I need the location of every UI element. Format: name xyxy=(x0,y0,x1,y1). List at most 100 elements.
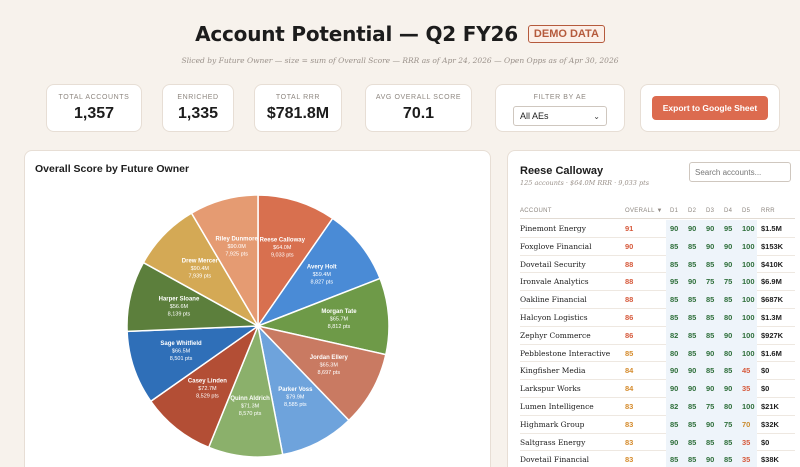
table-row[interactable]: Dovetail Financial 83 85 85 90 85 35 $38K xyxy=(520,451,795,467)
dimension-score: 90 xyxy=(724,259,733,269)
table-row[interactable]: Oakline Financial 88 85 85 85 85 100 $687K xyxy=(520,291,795,309)
pie-slice[interactable] xyxy=(255,324,387,422)
rrr-value: $0 xyxy=(761,384,770,394)
stat-label: ENRICHED xyxy=(177,94,219,101)
column-header: D3 xyxy=(706,208,715,214)
slice-label-pts: 7,925 pts xyxy=(225,252,248,258)
dimension-score: 35 xyxy=(742,437,751,447)
rrr-value: $1.6M xyxy=(761,348,782,358)
dimension-score: 90 xyxy=(706,419,715,429)
account-name[interactable]: Highmark Group xyxy=(520,419,585,429)
page-header: Account Potential — Q2 FY26 DEMO DATA Sl… xyxy=(0,22,800,65)
slice-label-pts: 8,570 pts xyxy=(239,411,262,417)
dimension-score: 85 xyxy=(706,330,715,340)
dimension-score: 90 xyxy=(670,384,679,394)
slice-label-name: Casey Linden xyxy=(188,379,227,385)
dimension-score: 100 xyxy=(742,277,755,287)
dimension-score: 85 xyxy=(724,455,733,465)
selected-owner-name: Reese Calloway xyxy=(520,165,604,177)
dimension-score: 90 xyxy=(670,437,679,447)
overall-score: 83 xyxy=(625,437,634,447)
dimension-columns-shading xyxy=(666,326,757,345)
table-row[interactable]: Lumen Intelligence 83 82 85 75 80 100 $21K xyxy=(520,398,795,416)
table-row[interactable]: Zephyr Commerce 86 82 85 85 90 100 $927K xyxy=(520,326,795,345)
table-row[interactable]: Ironvale Analytics 88 95 90 75 75 100 $6.9M xyxy=(520,273,795,292)
dimension-score: 45 xyxy=(742,366,751,376)
account-name[interactable]: Pinemont Energy xyxy=(520,224,586,233)
account-name[interactable]: Foxglove Financial xyxy=(520,241,592,251)
table-row[interactable]: Larkspur Works 84 90 90 90 90 35 $0 xyxy=(520,380,795,398)
dimension-score: 70 xyxy=(742,419,751,429)
account-name[interactable]: Dovetail Financial xyxy=(520,455,590,465)
dimension-score: 85 xyxy=(670,295,679,305)
pie-slice[interactable] xyxy=(255,277,390,356)
chart-card: Overall Score by Future Owner Reese Call… xyxy=(24,150,491,467)
account-name[interactable]: Kingfisher Media xyxy=(520,366,586,376)
slice-label-rrr: $59.4M xyxy=(313,272,332,278)
slice-label-pts: 7,939 pts xyxy=(188,273,211,279)
table-row[interactable]: Pebblestone Interactive 85 80 85 90 80 100 $1.6… xyxy=(520,344,795,363)
dimension-score: 100 xyxy=(742,402,755,411)
export-google-sheet-button[interactable]: Export to Google Sheet xyxy=(651,96,769,120)
table-row[interactable]: Foxglove Financial 90 85 85 90 90 100 $153K xyxy=(520,237,795,256)
account-name[interactable]: Zephyr Commerce xyxy=(520,330,591,340)
dimension-score: 85 xyxy=(670,313,679,322)
table-row[interactable]: Saltgrass Energy 83 90 85 85 85 35 $0 xyxy=(520,433,795,452)
ae-filter: FILTER BY AE All AEs ⌄ xyxy=(495,84,625,132)
dimension-columns-shading xyxy=(666,398,757,416)
dimension-score: 90 xyxy=(706,224,715,233)
slice-label-pts: 8,585 pts xyxy=(284,402,307,408)
account-name[interactable]: Halcyon Logistics xyxy=(520,313,588,322)
dimension-score: 95 xyxy=(724,224,733,233)
rrr-value: $6.9M xyxy=(761,277,782,287)
slice-label-pts: 8,529 pts xyxy=(196,394,219,400)
table-row[interactable]: Highmark Group 83 85 85 90 75 70 $32K xyxy=(520,415,795,434)
slice-label-name: Jordan Ellery xyxy=(310,355,349,361)
account-name[interactable]: Ironvale Analytics xyxy=(520,277,589,287)
account-name[interactable]: Pebblestone Interactive xyxy=(520,348,611,358)
dimension-score: 100 xyxy=(742,313,755,322)
slice-label-pts: 8,697 pts xyxy=(317,370,340,376)
account-name[interactable]: Dovetail Security xyxy=(520,259,586,269)
dimension-score: 90 xyxy=(706,455,715,465)
stat-label: TOTAL ACCOUNTS xyxy=(58,94,130,101)
table-row[interactable]: Halcyon Logistics 86 85 85 85 80 100 $1.3M xyxy=(520,309,795,327)
rrr-value: $32K xyxy=(761,419,779,429)
table-row[interactable]: Kingfisher Media 84 90 90 85 85 45 $0 xyxy=(520,362,795,381)
account-name[interactable]: Larkspur Works xyxy=(520,384,581,394)
demo-data-badge: DEMO DATA xyxy=(527,25,605,43)
account-name[interactable]: Saltgrass Energy xyxy=(520,437,586,447)
account-name[interactable]: Lumen Intelligence xyxy=(520,402,594,411)
dimension-score: 100 xyxy=(742,224,755,233)
ae-select[interactable]: All AEs ⌄ xyxy=(513,106,607,126)
dimension-score: 100 xyxy=(742,348,755,358)
dimension-score: 85 xyxy=(688,330,697,340)
chart-title: Overall Score by Future Owner xyxy=(35,163,190,175)
table-row[interactable]: Pinemont Energy 91 90 90 90 95 100 $1.5M xyxy=(520,220,795,238)
slice-label-rrr: $66.5M xyxy=(172,349,191,355)
dimension-columns-shading xyxy=(666,415,757,434)
dimension-score: 100 xyxy=(742,330,755,340)
dimension-score: 82 xyxy=(670,402,679,411)
dimension-score: 75 xyxy=(724,277,733,287)
slice-label-rrr: $90.0M xyxy=(227,244,246,250)
search-accounts-input[interactable]: Search accounts... xyxy=(689,162,791,182)
dimension-score: 85 xyxy=(688,455,697,465)
dimension-columns-shading xyxy=(666,273,757,292)
overall-score: 83 xyxy=(625,455,634,465)
dimension-score: 80 xyxy=(724,313,733,322)
slice-label-name: Sage Whitfield xyxy=(160,341,202,347)
pie-slice[interactable] xyxy=(255,217,382,328)
pie-slice[interactable] xyxy=(257,194,334,329)
stat-label: AVG OVERALL SCORE xyxy=(375,94,462,101)
account-name[interactable]: Oakline Financial xyxy=(520,295,587,305)
dimension-score: 85 xyxy=(688,241,697,251)
rrr-value: $21K xyxy=(761,402,779,411)
table-row[interactable]: Dovetail Security 88 85 85 85 90 100 $410K xyxy=(520,255,795,274)
column-header: D4 xyxy=(724,208,733,214)
dimension-score: 82 xyxy=(670,330,679,340)
filter-label: FILTER BY AE xyxy=(533,94,587,101)
dimension-score: 85 xyxy=(706,366,715,376)
pie-slice[interactable] xyxy=(190,194,259,329)
column-header-overall-sort[interactable]: OVERALL ▼ xyxy=(625,208,663,214)
